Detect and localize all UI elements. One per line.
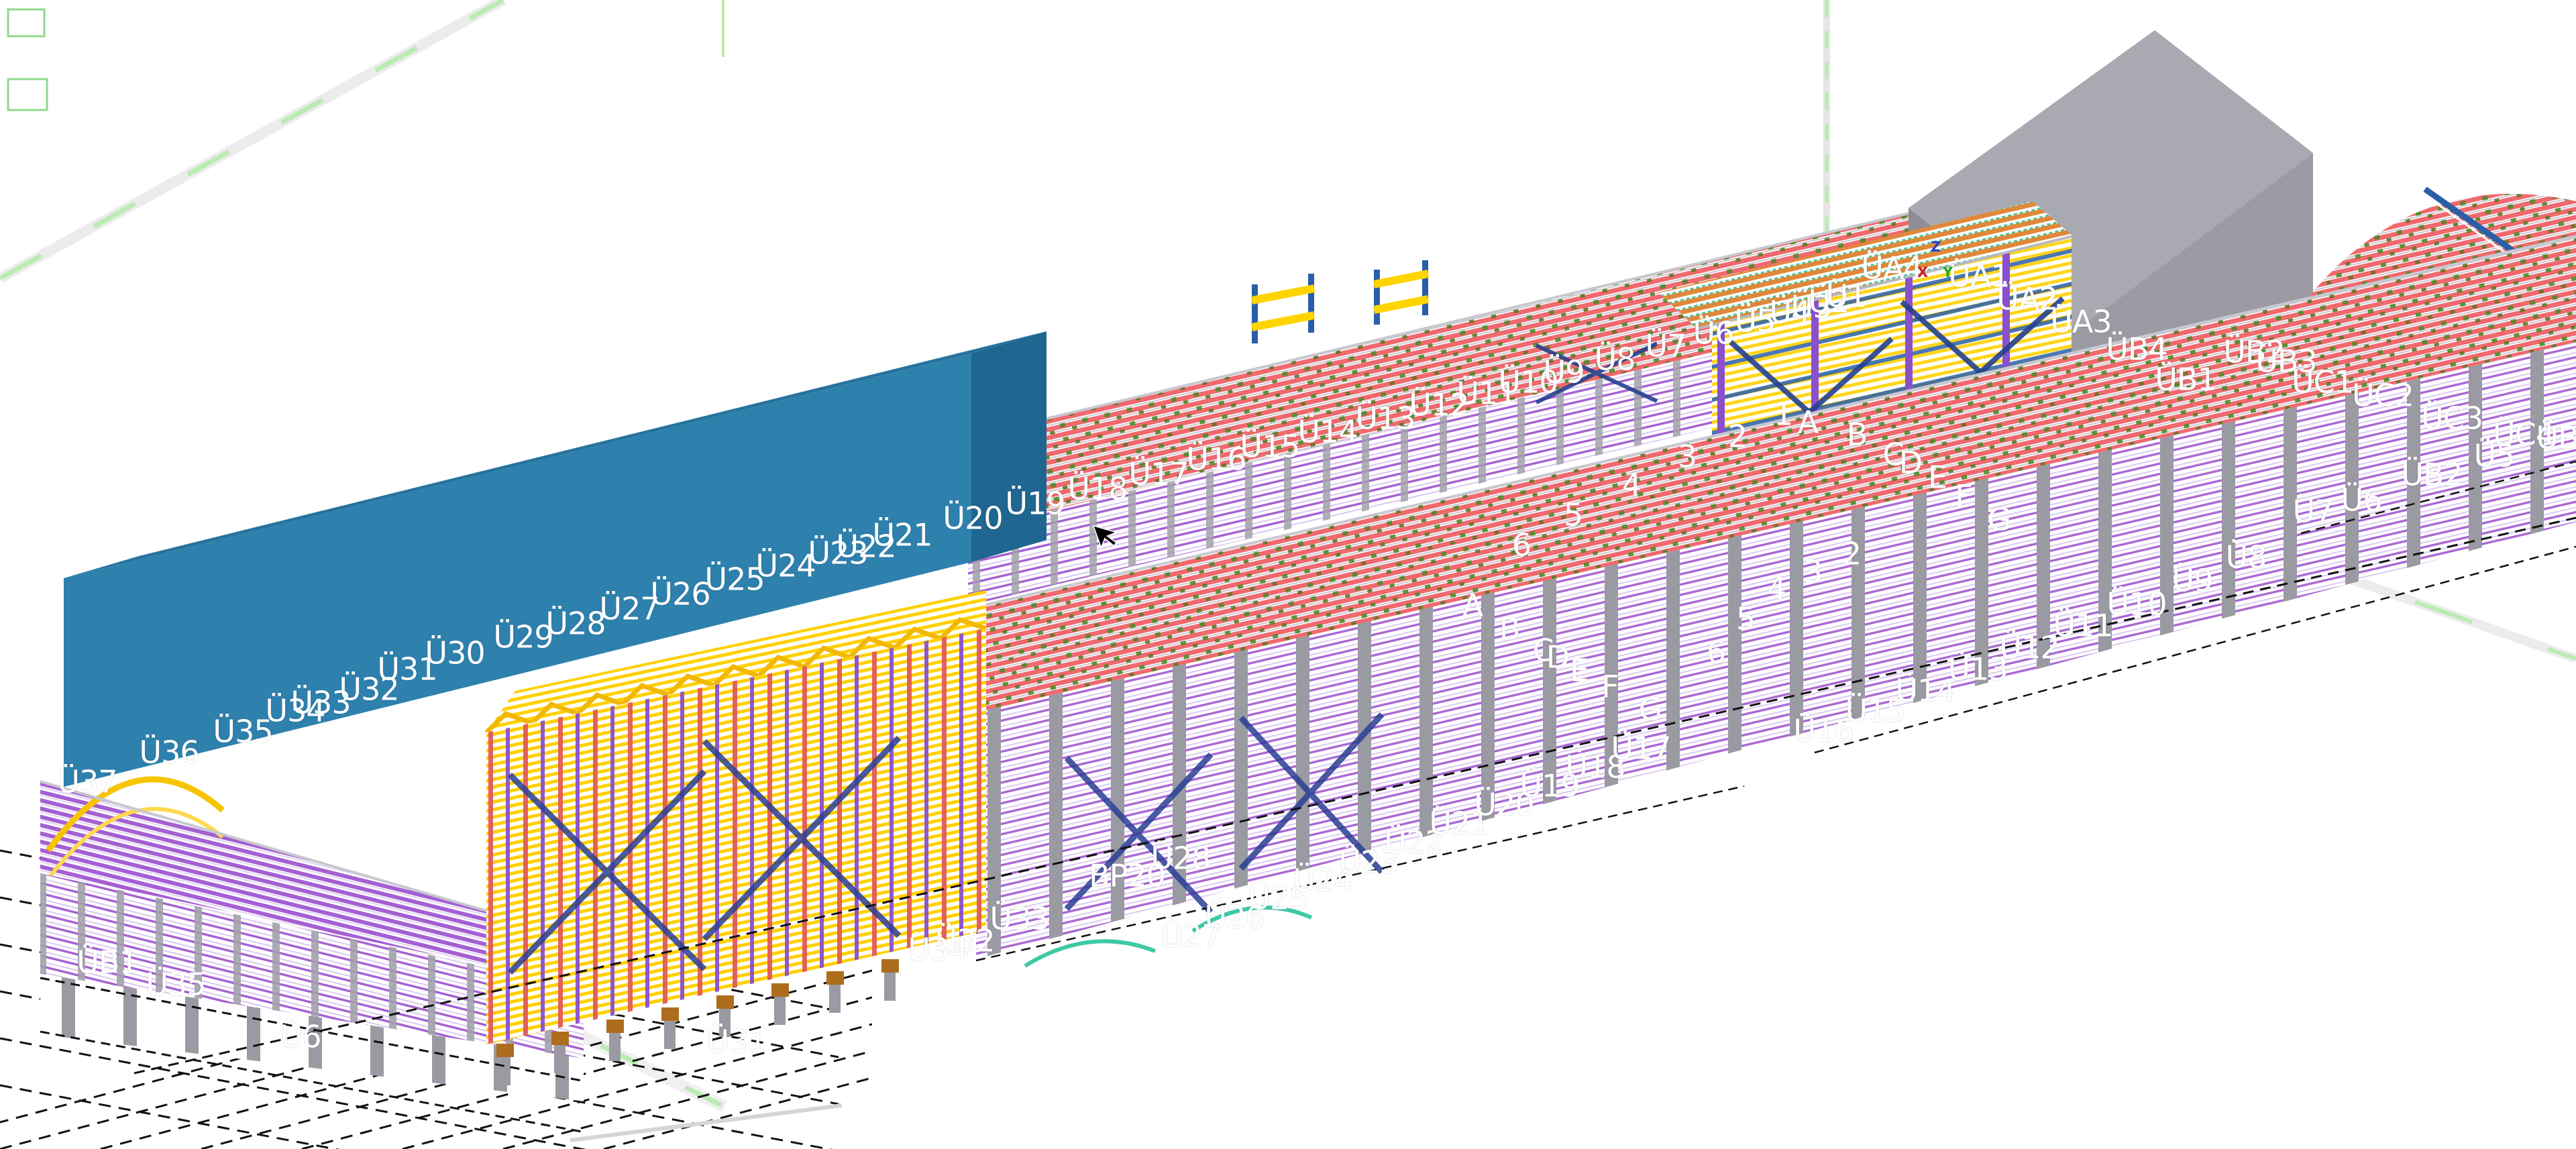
yellow-arch-truss bbox=[46, 776, 225, 853]
mouse-cursor-icon bbox=[1092, 525, 1119, 558]
penthouse-orange-roof bbox=[1658, 201, 2073, 329]
tower-footings bbox=[496, 959, 899, 1085]
slab-edge-line bbox=[570, 1103, 843, 1142]
base-dashed-lines bbox=[40, 460, 2576, 1134]
workplane-axis-marker: Z X Y bbox=[1917, 239, 1964, 286]
gold-truss-zigzag bbox=[484, 617, 987, 734]
front-x-braces bbox=[1064, 712, 1385, 915]
axis-z-label: Z bbox=[1931, 239, 1941, 255]
green-marker-box bbox=[7, 78, 48, 111]
rooftop-frames bbox=[1250, 260, 1430, 343]
green-marker-box bbox=[7, 8, 46, 38]
back-wall-braces bbox=[1535, 341, 1658, 404]
axis-y-label: Y bbox=[1943, 264, 1953, 280]
yellow-tower bbox=[484, 590, 987, 1085]
blue-massing-volume bbox=[64, 331, 1046, 787]
axis-x-label: X bbox=[1917, 264, 1929, 280]
